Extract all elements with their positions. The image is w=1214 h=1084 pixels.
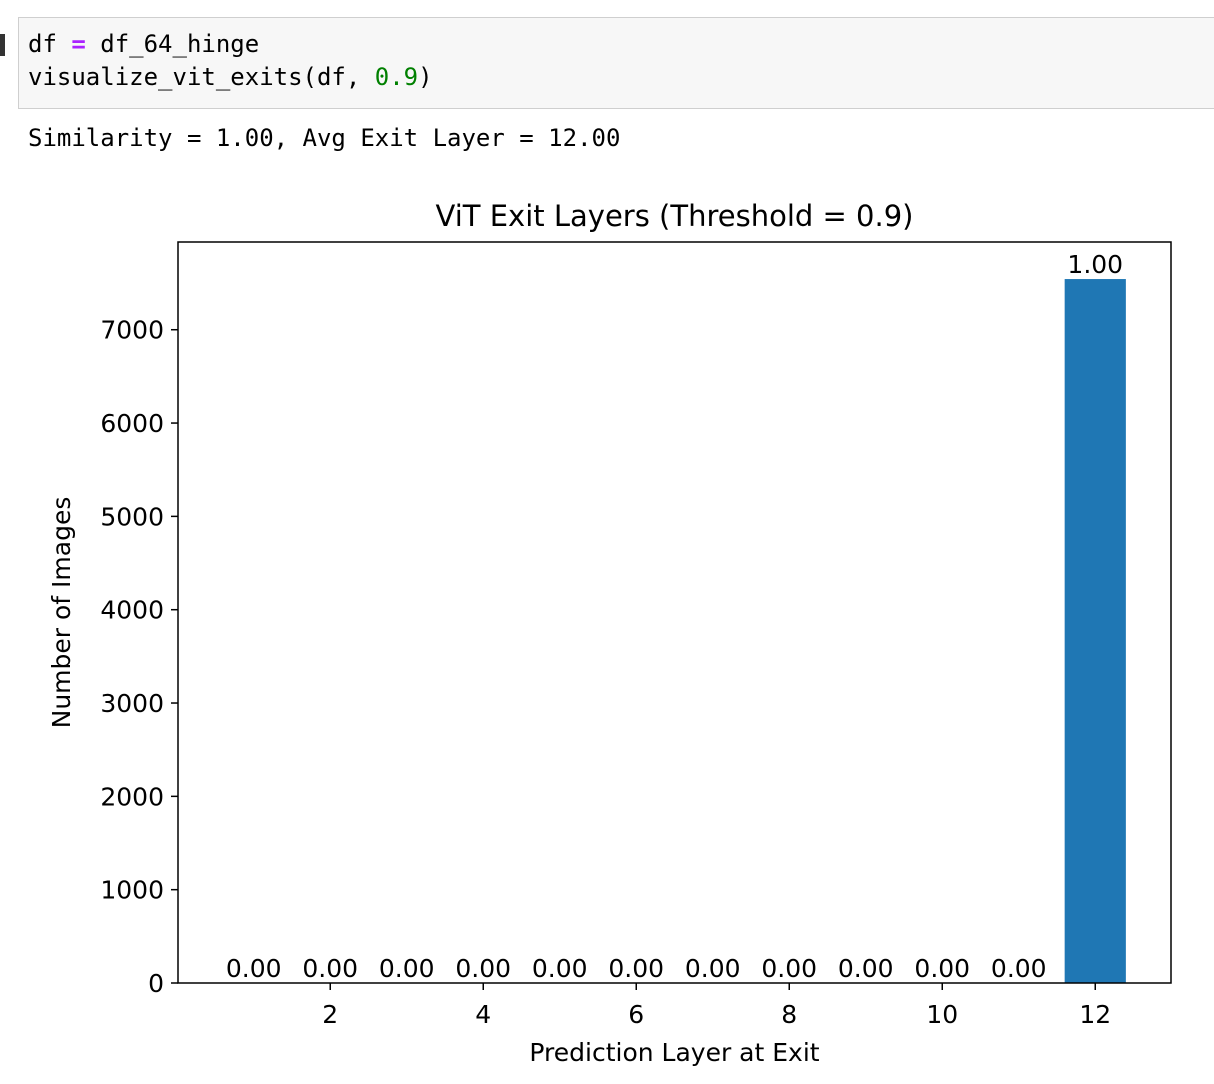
output-text: Similarity = 1.00, Avg Exit Layer = 12.0…: [28, 124, 621, 152]
bar-value-label: 0.00: [455, 954, 511, 983]
bar: [1064, 279, 1126, 983]
x-tick-label: 4: [475, 1000, 491, 1029]
bar-value-label: 1.00: [1067, 250, 1123, 279]
x-tick-label: 8: [781, 1000, 797, 1029]
y-tick-label: 6000: [100, 409, 164, 438]
bar-value-label: 0.00: [761, 954, 817, 983]
bar-value-label: 0.00: [608, 954, 664, 983]
y-tick-label: 4000: [100, 596, 164, 625]
y-tick-label: 2000: [100, 782, 164, 811]
code-line: df = df_64_hinge: [28, 30, 259, 58]
bar-value-label: 0.00: [226, 954, 282, 983]
code-token: df_64_hinge: [85, 30, 260, 58]
y-tick-label: 1000: [100, 876, 164, 905]
y-tick-label: 0: [148, 969, 164, 998]
chart-title: ViT Exit Layers (Threshold = 0.9): [436, 199, 914, 233]
code-cell[interactable]: df = df_64_hinge visualize_vit_exits(df,…: [18, 17, 1214, 109]
x-tick-label: 6: [628, 1000, 644, 1029]
y-tick-label: 7000: [100, 316, 164, 345]
y-axis-label: Number of Images: [47, 497, 76, 729]
bar-value-label: 0.00: [838, 954, 894, 983]
y-tick-label: 3000: [100, 689, 164, 718]
axes-frame: [177, 241, 1172, 984]
code-token: 0.9: [374, 63, 419, 91]
x-tick-label: 10: [926, 1000, 958, 1029]
cell-marker: [0, 34, 5, 56]
bar-value-label: 0.00: [302, 954, 358, 983]
bar-value-label: 0.00: [685, 954, 741, 983]
x-axis-label: Prediction Layer at Exit: [529, 1038, 819, 1067]
code-token: ): [418, 63, 433, 91]
y-tick-label: 5000: [100, 502, 164, 531]
bar-value-label: 0.00: [379, 954, 435, 983]
bar-value-label: 0.00: [991, 954, 1047, 983]
code-token: visualize_vit_exits(df,: [28, 63, 375, 91]
code-token: df: [28, 30, 72, 58]
x-tick-label: 12: [1079, 1000, 1111, 1029]
code-line: visualize_vit_exits(df, 0.9): [28, 63, 433, 91]
bar-value-label: 0.00: [532, 954, 588, 983]
code-token: =: [71, 30, 86, 58]
bar-value-label: 0.00: [914, 954, 970, 983]
x-tick-label: 2: [322, 1000, 338, 1029]
